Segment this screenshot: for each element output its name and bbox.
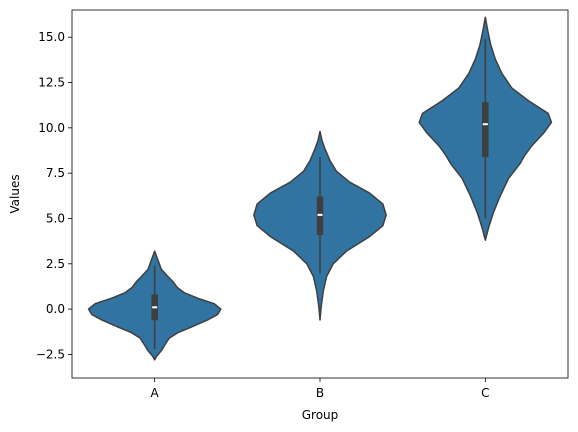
median-marker-C xyxy=(482,123,488,126)
x-tick-label: A xyxy=(151,386,160,400)
x-tick-label: B xyxy=(316,386,324,400)
violins-layer xyxy=(87,16,553,361)
y-axis-title: Values xyxy=(8,174,22,213)
iqr-box-C xyxy=(482,102,489,158)
y-tick-label: 0.0 xyxy=(46,302,65,316)
x-tick-label: C xyxy=(481,386,489,400)
y-tick-label: 12.5 xyxy=(38,76,65,90)
y-tick-label: −2.5 xyxy=(36,347,65,361)
y-tick-label: 2.5 xyxy=(46,257,65,271)
x-axis: A B C xyxy=(151,378,490,400)
y-tick-label: 15.0 xyxy=(38,30,65,44)
median-marker-A xyxy=(152,306,158,309)
y-tick-label: 10.0 xyxy=(38,121,65,135)
y-axis: −2.5 0.0 2.5 5.0 7.5 10.0 12.5 15.0 xyxy=(36,30,72,361)
median-marker-B xyxy=(317,213,323,216)
y-tick-label: 7.5 xyxy=(46,166,65,180)
x-axis-title: Group xyxy=(302,408,339,422)
y-tick-label: 5.0 xyxy=(46,211,65,225)
